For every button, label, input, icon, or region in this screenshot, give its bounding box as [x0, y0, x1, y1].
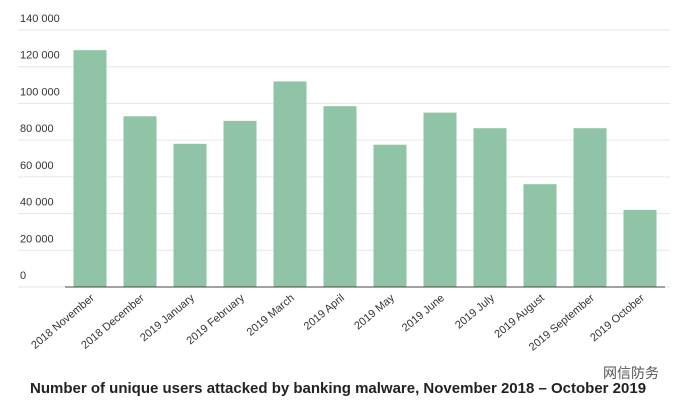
x-tick-label: 2019 October	[588, 292, 647, 344]
y-tick-label: 0	[20, 270, 26, 282]
bar	[423, 112, 457, 287]
bar	[223, 120, 257, 287]
y-tick-label: 60 000	[20, 160, 54, 172]
bar	[623, 209, 657, 287]
y-tick-label: 20 000	[20, 233, 54, 245]
x-tick-label: 2019 March	[245, 292, 297, 339]
x-tick-label: 2019 July	[453, 292, 497, 332]
y-tick-label: 140 000	[20, 13, 60, 25]
y-tick-label: 120 000	[20, 50, 60, 62]
bar	[473, 128, 507, 287]
bar	[573, 128, 607, 287]
bar	[523, 184, 557, 287]
chart-title: Number of unique users attacked by banki…	[30, 380, 646, 397]
y-tick-label: 80 000	[20, 123, 54, 135]
x-tick-label: 2019 April	[302, 292, 347, 333]
y-tick-label: 40 000	[20, 197, 54, 209]
bar	[373, 144, 407, 287]
watermark: 网信防务	[603, 365, 659, 381]
bar	[73, 50, 107, 287]
y-tick-label: 100 000	[20, 86, 60, 98]
bar	[273, 81, 307, 288]
bar	[323, 106, 357, 287]
x-tick-label: 2019 May	[352, 292, 397, 333]
bar	[123, 116, 157, 288]
bar	[173, 143, 207, 287]
x-tick-label: 2019 June	[400, 292, 447, 334]
